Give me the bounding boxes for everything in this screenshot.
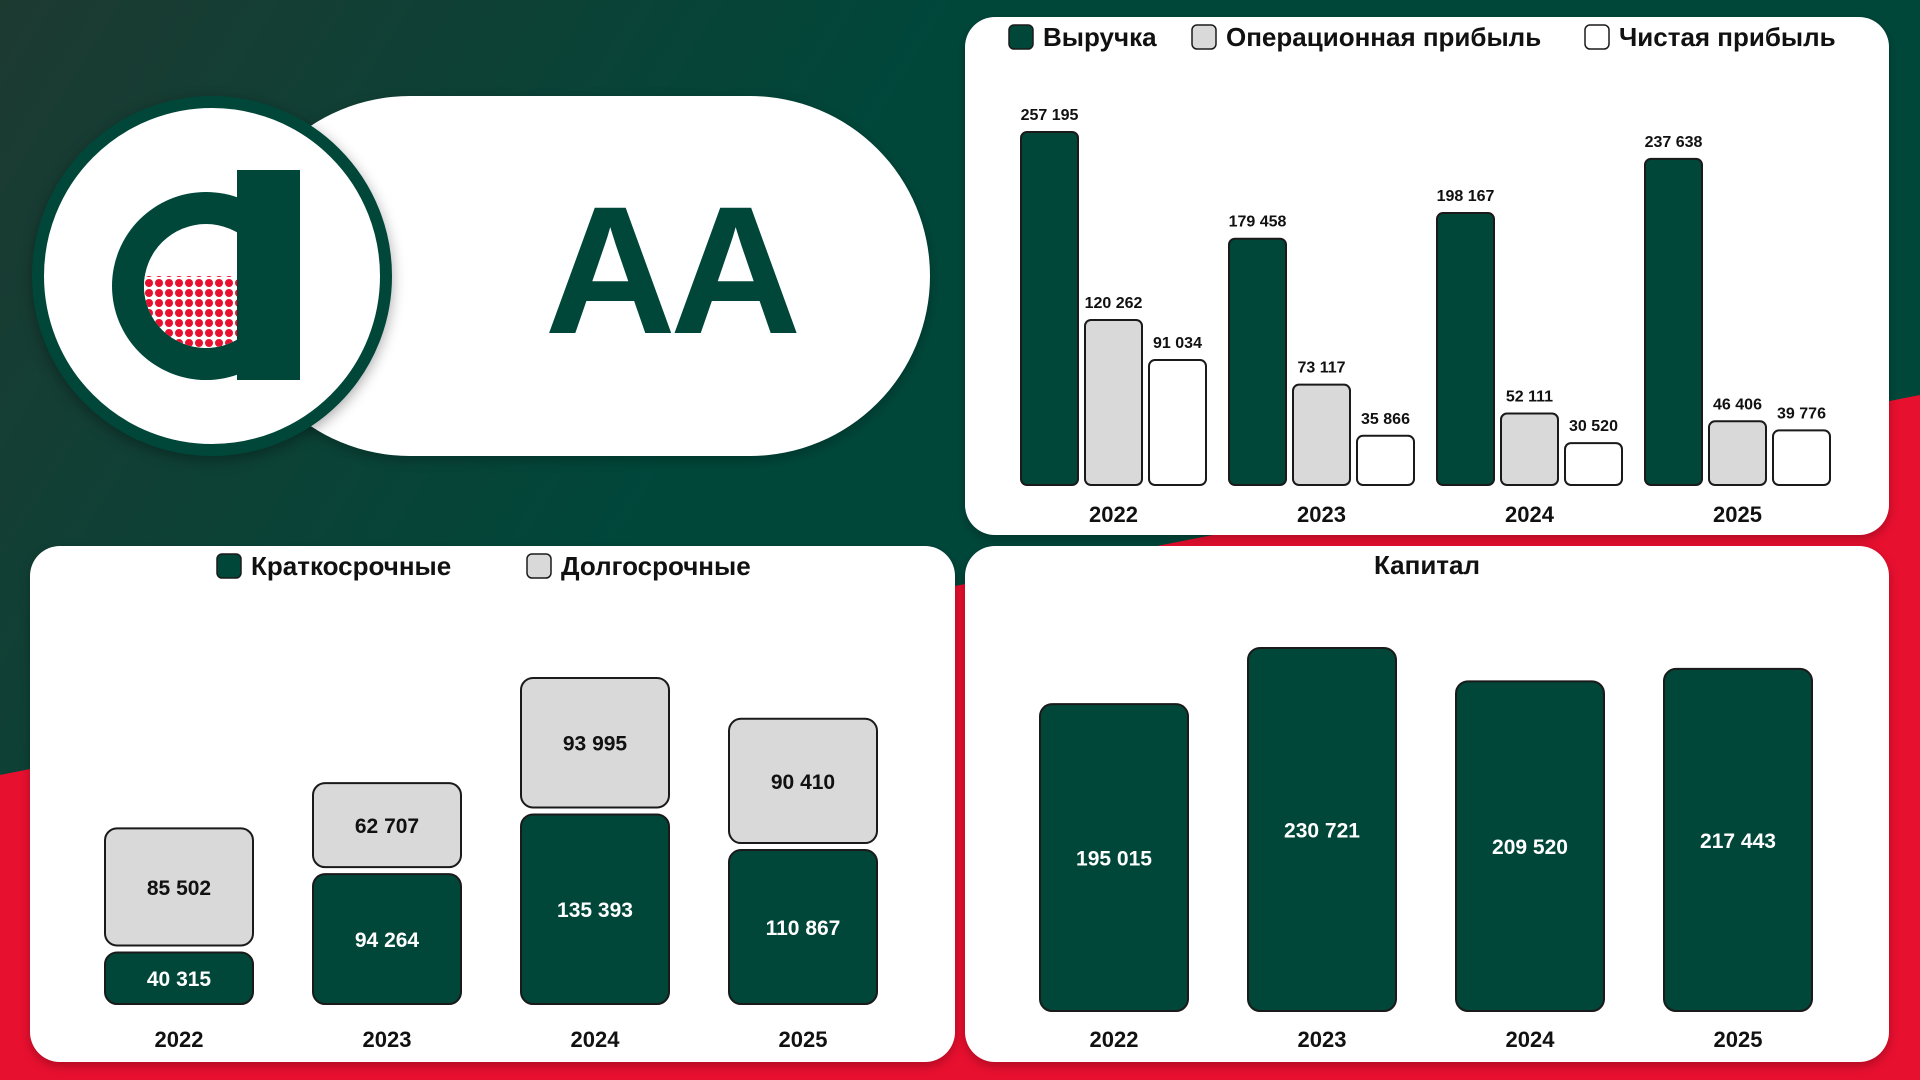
x-tick-label: 2023 <box>1298 1027 1347 1052</box>
bar <box>1148 359 1207 486</box>
x-tick-label: 2025 <box>779 1027 828 1052</box>
data-label: 73 117 <box>1297 360 1345 377</box>
data-label: 110 867 <box>766 917 841 940</box>
data-label: 39 776 <box>1777 405 1826 422</box>
legend-label: Операционная прибыль <box>1226 22 1541 52</box>
legend-label: Выручка <box>1043 22 1157 52</box>
bar <box>1644 157 1703 486</box>
data-label: 30 520 <box>1569 418 1618 435</box>
a-letter-logo-icon <box>112 170 300 380</box>
bar-segment <box>312 782 462 869</box>
legend-label: Краткосрочные <box>251 551 451 581</box>
data-label: 179 458 <box>1229 214 1287 231</box>
x-tick-label: 2023 <box>1297 502 1346 527</box>
bar <box>1084 318 1143 486</box>
capital-chart: Капитал 195 015 2022 230 721 2023 209 520 2024… <box>1039 550 1813 1052</box>
x-tick-label: 2024 <box>1506 1027 1556 1052</box>
chart-title: Капитал <box>1374 550 1480 580</box>
bar <box>1436 212 1495 486</box>
bar <box>1020 131 1079 486</box>
data-label: 237 638 <box>1645 134 1703 151</box>
bar-segment <box>520 813 670 1006</box>
x-tick-label: 2022 <box>1089 502 1138 527</box>
data-label: 35 866 <box>1361 411 1410 428</box>
bar <box>1039 703 1189 1012</box>
bar <box>1708 420 1767 487</box>
data-label: 52 111 <box>1506 388 1553 405</box>
data-label: 91 034 <box>1153 335 1202 352</box>
data-label: 209 520 <box>1492 836 1568 859</box>
ticker-symbol: AA <box>544 168 802 372</box>
legend-label: Чистая прибыль <box>1619 22 1836 52</box>
bar <box>1663 667 1813 1013</box>
legend-swatch <box>216 553 242 579</box>
debt-chart-panel: Краткосрочные Долгосрочные 40 315 85 502 202… <box>30 546 955 1062</box>
data-label: 120 262 <box>1085 295 1143 312</box>
company-logo <box>32 96 392 456</box>
data-label: 94 264 <box>355 929 420 952</box>
data-label: 62 707 <box>355 815 419 838</box>
data-label: 217 443 <box>1700 830 1776 853</box>
data-label: 85 502 <box>147 877 211 900</box>
bar <box>1247 647 1397 1012</box>
x-tick-label: 2023 <box>363 1027 412 1052</box>
legend-swatch <box>1191 24 1217 50</box>
data-label: 195 015 <box>1076 848 1152 871</box>
data-label: 230 721 <box>1284 820 1360 843</box>
bar <box>1500 412 1559 487</box>
bar-segment <box>312 873 462 1005</box>
bar-segment <box>104 827 254 947</box>
legend-swatch <box>1008 24 1034 50</box>
data-label: 257 195 <box>1021 107 1079 124</box>
revenue-profit-chart: Выручка Операционная прибыль Чистая прибыл… <box>1008 22 1836 527</box>
x-tick-label: 2022 <box>155 1027 204 1052</box>
legend-swatch <box>1584 24 1610 50</box>
x-tick-label: 2025 <box>1713 502 1762 527</box>
bar-segment <box>520 677 670 809</box>
bar <box>1772 429 1831 487</box>
bar <box>1455 680 1605 1012</box>
data-label: 198 167 <box>1437 188 1495 205</box>
x-tick-label: 2024 <box>1505 502 1555 527</box>
bar <box>1356 434 1415 486</box>
legend-label: Долгосрочные <box>561 551 751 581</box>
data-label: 40 315 <box>147 968 212 991</box>
bar <box>1228 237 1287 486</box>
x-tick-label: 2024 <box>571 1027 621 1052</box>
x-tick-label: 2025 <box>1714 1027 1763 1052</box>
data-label: 93 995 <box>563 733 628 756</box>
capital-chart-panel: Капитал 195 015 2022 230 721 2023 209 520 2024… <box>965 546 1889 1062</box>
bar-segment <box>728 717 878 845</box>
data-label: 46 406 <box>1713 396 1762 413</box>
revenue-profit-chart-panel: Выручка Операционная прибыль Чистая прибыл… <box>965 17 1889 535</box>
bar <box>1564 442 1623 487</box>
debt-stacked-chart: Краткосрочные Долгосрочные 40 315 85 502 202… <box>104 551 878 1052</box>
x-tick-label: 2022 <box>1090 1027 1139 1052</box>
data-label: 135 393 <box>557 899 633 922</box>
legend-swatch <box>526 553 552 579</box>
bar-segment <box>104 951 254 1005</box>
bar <box>1292 383 1351 486</box>
data-label: 90 410 <box>771 771 835 794</box>
bar-segment <box>728 849 878 1005</box>
